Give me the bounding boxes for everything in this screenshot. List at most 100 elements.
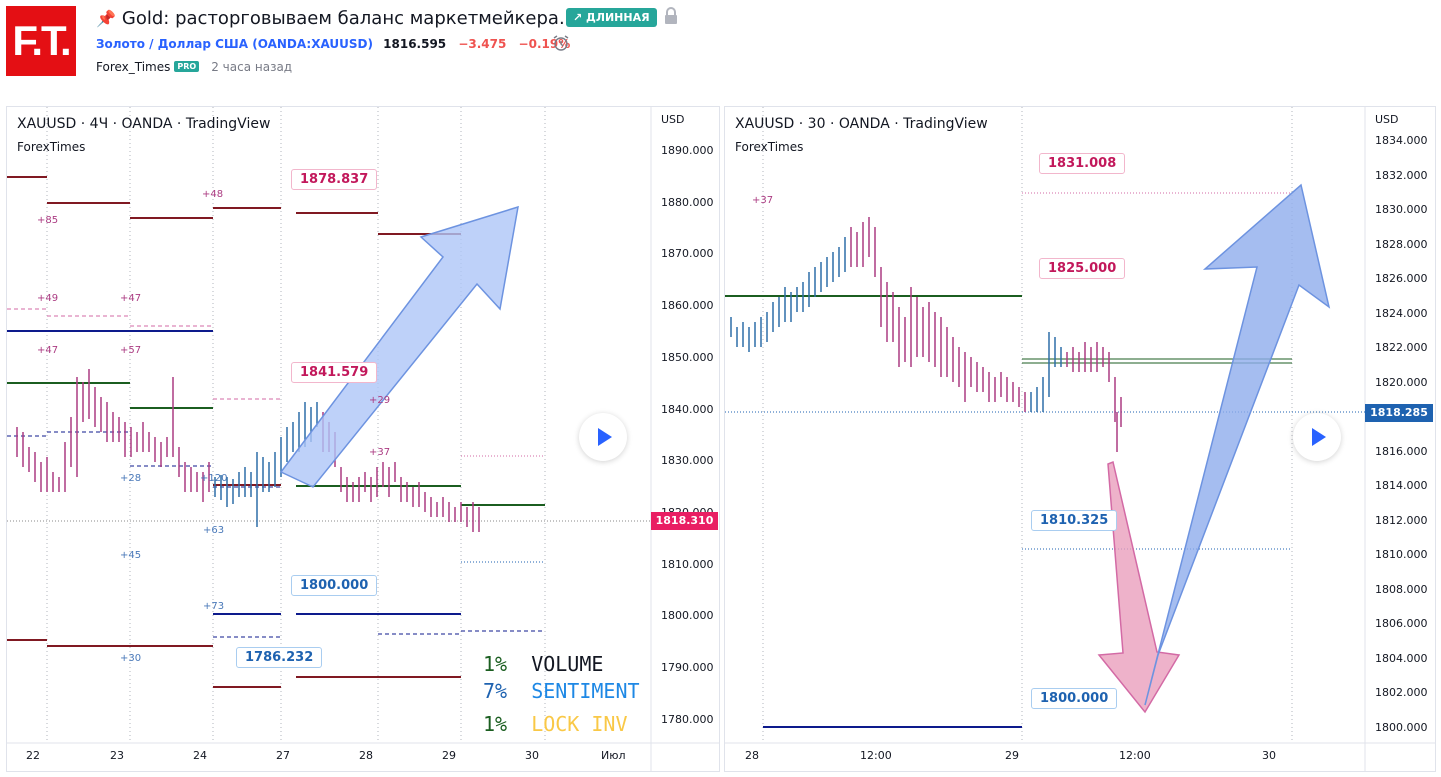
indicator-name: SENTIMENT (531, 679, 640, 703)
price-tick: 1810.000 (661, 557, 714, 571)
price-tick: 1814.000 (1375, 479, 1428, 492)
time-tick: 22 (26, 749, 40, 762)
time-tick: 28 (745, 749, 759, 762)
price-tick: 1804.000 (1375, 651, 1428, 665)
published-time: 2 часа назад (211, 60, 293, 74)
symbol-link[interactable]: Золото / Доллар США (96, 37, 249, 51)
price-callout[interactable]: 1825.000 (1039, 258, 1126, 279)
price-tick: 1800.000 (1375, 720, 1428, 734)
play-replay-button[interactable] (579, 413, 627, 461)
price-tick: 1850.000 (661, 350, 714, 364)
chart-subtitle-30m: ForexTimes (735, 140, 804, 154)
author-line: Forex_Times PRO 2 часа назад (96, 60, 292, 74)
time-tick: 23 (110, 749, 124, 762)
price-change-pct: −0.19% (518, 37, 571, 51)
time-tick: 30 (525, 749, 539, 762)
level-label: +29 (369, 395, 391, 406)
last-price-marker: 1818.285 (1365, 404, 1433, 422)
level-label: +120 (200, 473, 228, 484)
indicator-volume: 1% VOLUME (483, 652, 603, 676)
indicator-lock-inv: 1% LOCK INV (483, 712, 628, 736)
indicator-pct: 1% (483, 712, 508, 736)
last-price-marker: 1818.310 (651, 512, 718, 530)
time-scale-30m[interactable]: 28 12:00 29 12:00 30 (725, 743, 1365, 771)
time-scale-4h[interactable]: 22 23 24 27 28 29 30 Июл (7, 743, 651, 771)
price-callout[interactable]: 1831.008 (1039, 153, 1126, 174)
price-callout[interactable]: 1800.000 (1031, 688, 1118, 709)
price-tick: 1820.000 (1375, 375, 1428, 389)
currency-label: USD (1375, 113, 1399, 126)
time-tick: 24 (193, 749, 207, 762)
indicator-name: VOLUME (531, 652, 604, 676)
author-name[interactable]: Forex_Times (96, 60, 171, 74)
chart-canvas-30m[interactable] (725, 107, 1435, 771)
price-tick: 1828.000 (1375, 237, 1428, 251)
price-callout[interactable]: 1878.837 (291, 169, 378, 190)
price-tick: 1860.000 (661, 299, 714, 313)
brand-logo[interactable]: F.T. (6, 6, 76, 76)
level-label: +37 (369, 447, 391, 458)
price-tick: 1890.000 (661, 144, 714, 157)
price-tick: 1790.000 (661, 661, 714, 674)
level-label: +49 (37, 293, 59, 304)
price-callout[interactable]: 1800.000 (291, 575, 378, 596)
price-tick: 1802.000 (1375, 686, 1428, 699)
time-tick: 28 (359, 749, 373, 762)
level-label: +45 (120, 550, 142, 561)
pin-icon: 📌 (96, 9, 116, 28)
price-tick: 1830.000 (1375, 203, 1428, 216)
time-tick: Июл (601, 749, 626, 762)
level-label: +63 (203, 525, 225, 536)
price-tick: 1830.000 (661, 454, 714, 468)
level-label: +57 (120, 345, 142, 356)
chart-title-30m: XAUUSD · 30 · OANDA · TradingView (735, 116, 988, 132)
time-tick: 12:00 (860, 749, 892, 762)
price-callout[interactable]: 1786.232 (236, 647, 323, 668)
symbol-code[interactable]: (OANDA:XAUUSD) (252, 37, 373, 51)
chart-panel-30m[interactable]: XAUUSD · 30 · OANDA · TradingView ForexT… (724, 106, 1436, 772)
play-replay-button[interactable] (1293, 413, 1341, 461)
chart-subtitle-4h: ForexTimes (17, 140, 86, 154)
level-label: +47 (37, 345, 59, 356)
price-tick: 1806.000 (1375, 617, 1428, 630)
time-tick: 29 (442, 749, 456, 762)
currency-label: USD (661, 113, 685, 126)
price-tick: 1840.000 (661, 402, 714, 416)
price-tick: 1816.000 (1375, 444, 1428, 458)
price-tick: 1826.000 (1375, 272, 1428, 285)
price-tick: 1832.000 (1375, 168, 1428, 182)
price-callout[interactable]: 1810.325 (1031, 510, 1118, 531)
time-tick: 30 (1262, 749, 1276, 762)
level-label: +47 (120, 293, 142, 304)
chart-canvas-4h[interactable] (7, 107, 719, 771)
time-tick: 12:00 (1119, 749, 1151, 762)
price-callout[interactable]: 1841.579 (291, 362, 378, 383)
price-scale-4h[interactable]: 1890.000 1880.000 1870.000 1860.000 1850.000… (661, 107, 719, 743)
indicator-name: LOCK INV (531, 712, 628, 736)
price-tick: 1808.000 (1375, 582, 1428, 596)
level-label: +30 (120, 653, 142, 664)
price-change: −3.475 (458, 37, 507, 51)
chart-panel-4h[interactable]: XAUUSD · 4Ч · OANDA · TradingView ForexT… (6, 106, 720, 772)
last-price: 1816.595 (383, 37, 447, 51)
alarm-clock-icon[interactable] (552, 34, 570, 52)
price-tick: 1834.000 (1375, 134, 1428, 147)
lock-icon (665, 7, 677, 24)
price-tick: 1880.000 (661, 195, 714, 209)
price-scale-30m[interactable]: 1834.000 1832.000 1830.000 1828.000 1826.000… (1375, 107, 1433, 743)
pro-badge: PRO (174, 61, 200, 72)
price-tick: 1812.000 (1375, 513, 1428, 527)
time-tick: 27 (276, 749, 290, 762)
level-label: +85 (37, 215, 59, 226)
direction-badge: ↗ ДЛИННАЯ (566, 8, 657, 27)
level-label: +48 (202, 189, 224, 200)
price-tick: 1870.000 (661, 247, 714, 261)
price-tick: 1780.000 (661, 712, 714, 726)
price-tick: 1810.000 (1375, 548, 1428, 561)
level-label: +37 (752, 195, 774, 206)
indicator-sentiment: 7% SENTIMENT (483, 679, 640, 703)
chart-title-4h: XAUUSD · 4Ч · OANDA · TradingView (17, 116, 271, 132)
indicator-pct: 1% (483, 652, 508, 676)
idea-title: 📌 Gold: расторговываем баланс маркетмейке… (96, 8, 565, 29)
level-label: +73 (203, 601, 225, 612)
